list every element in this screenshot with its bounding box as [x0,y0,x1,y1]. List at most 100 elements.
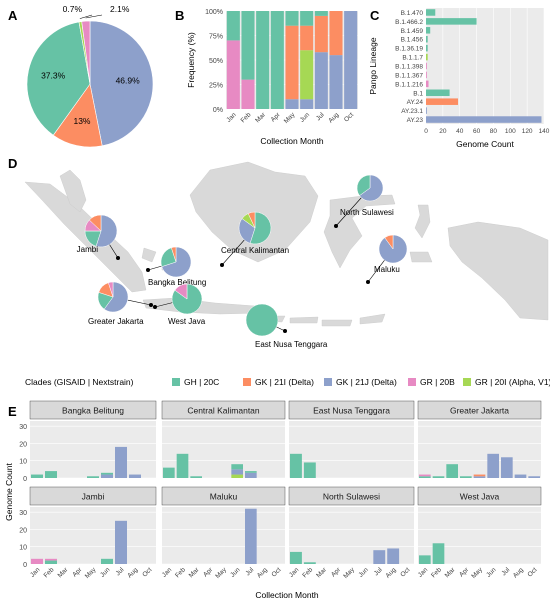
y-tick-label: 0% [213,107,223,114]
region-pie-slice [247,211,256,229]
x-tick-label: 100 [505,128,516,135]
y-tick-label: B.1.36.19 [395,46,423,53]
y-tick-label: 25% [209,83,223,90]
facet-east-nusa-tenggara: East Nusa Tenggara [288,400,415,479]
x-tick-label: Jun [99,566,112,579]
region-pie-slice [95,214,118,248]
pie-leader-line [79,14,93,19]
y-tick-label: 10 [19,459,27,466]
facet-west-java: West Java Jan Feb Mar Apr May Jun Jul Aug Oct [417,486,542,580]
x-tick-label: Oct [343,111,355,123]
location-dot [146,268,150,272]
x-tick-label: Jan [417,566,430,579]
bar-ay-23-1 [426,107,427,114]
x-tick-label: Apr [270,111,283,124]
landmass [321,319,353,327]
pie-label: 13% [73,116,90,126]
bar-segment-gk-21j-delta [487,453,499,478]
x-tick-label: Aug [256,566,269,579]
y-tick-label: 100% [205,9,223,16]
plot-background [30,421,156,478]
facet-title: Maluku [210,492,238,502]
landmass [142,297,263,315]
landmass [289,316,319,324]
bar-segment-gk-21i-delta [300,25,314,51]
bar-segment-gh-20c [245,471,257,473]
bar-segment-gh-20c [45,471,57,478]
location-dot [116,256,120,260]
plot-background [426,8,544,124]
chart-b: 0% 25% 50% 75% 100% Jan Feb Mar Apr May Jun Jul Aug O… [186,9,358,146]
facet-title: Jambi [82,492,105,502]
region-pie-slice [356,174,371,196]
bar-segment-gh-20c [432,476,445,478]
x-tick-label: Aug [126,566,139,579]
facet-title: West Java [460,492,500,502]
region-pie-slice [174,283,188,300]
y-tick-label: B.1.1.398 [395,64,423,71]
landmass [447,221,549,321]
location-dot [283,329,287,333]
y-tick-label: 30 [19,424,27,431]
legend-title: Clades (GISAID | Nextstrain) [25,377,134,387]
bar-segment-gk-21j-delta [373,550,386,564]
x-tick-label: May [283,111,297,125]
bar-segment-gk-21j-delta [387,548,400,564]
x-tick-label: Oct [141,566,153,578]
bar-segment-gh-20c [432,543,445,564]
pie-label: 37.3% [41,71,66,81]
x-axis-label: Genome Count [456,139,514,149]
bar-b-1-1-367 [426,71,427,79]
region-label: Maluku [374,265,400,274]
y-tick-label: B.1.470 [401,10,424,17]
landmass [414,204,431,239]
plot-background [30,507,156,564]
facet-title: Central Kalimantan [187,406,260,416]
bar-segment-gh-20c [241,11,255,80]
landmass [59,169,87,213]
y-tick-label: 50% [209,58,223,65]
bar-segment-gk-21j-delta [300,99,314,109]
bar-segment-gk-21j-delta [245,508,257,564]
x-tick-label: 40 [456,128,464,135]
pie-label: 0.7% [63,4,83,14]
legend-swatch-gk-21i-delta [243,378,251,386]
y-tick-label: B.1.456 [401,37,424,44]
legend-swatch-gr-20i-alpha-v1 [463,378,471,386]
bar-segment-gr-20b [45,558,57,561]
region-jambi: Jambi [77,214,120,260]
bar-b-1-1-7 [426,53,428,61]
bar-segment-gk-21j-delta [285,99,299,109]
region-greater-jakarta: Greater Jakarta [88,281,153,326]
x-axis-label: Collection Month [255,590,319,600]
location-dot [334,224,338,228]
bar-segment-gr-20i-alpha-v1 [300,50,314,100]
bar-segment-gk-21j-delta [314,52,328,109]
region-label: East Nusa Tenggara [255,340,328,349]
x-tick-label: Apr [71,566,84,579]
bar-ay-23 [426,116,542,123]
x-tick-label: May [342,566,356,580]
facet-strip [288,486,415,506]
panel-letter-c: C [370,8,380,23]
x-tick-label: Oct [526,566,538,578]
facet-central-kalimantan: Central Kalimantan [161,400,286,479]
x-tick-label: May [214,566,228,580]
x-tick-label: Mar [315,566,328,579]
x-tick-label: May [84,566,98,580]
region-label: North Sulawesi [340,208,394,217]
x-tick-label: Aug [327,111,340,124]
landmass [141,247,157,263]
bar-segment-gk-21j-delta [231,469,243,475]
legend-item-label: GK | 21J (Delta) [336,377,397,387]
pie-slice-gr-20b [81,20,91,85]
x-tick-label: Apr [458,566,471,579]
facet-maluku: Maluku Jan Feb Mar Apr May Jun Jul Aug Oct [161,486,286,580]
x-tick-label: Jun [485,566,498,579]
location-dot [366,280,370,284]
bar-segment-gh-20c [101,558,113,564]
chart-c: 0 20 40 60 80 100 120 140 B.1.470 B.1.466.2 B.1.45… [368,8,550,149]
x-tick-label: Jul [115,566,126,577]
y-tick-label: 0 [23,562,27,569]
